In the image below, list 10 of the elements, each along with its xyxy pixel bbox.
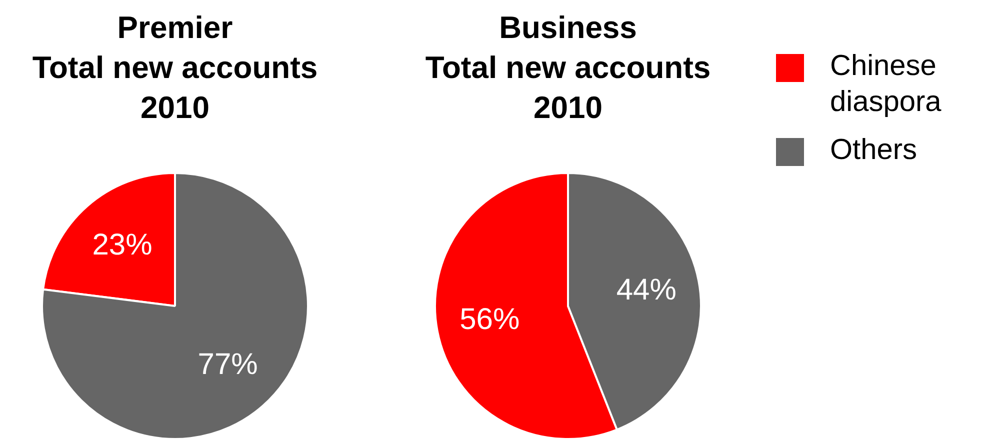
legend-label: Chinese diaspora xyxy=(830,49,942,120)
data-label: 23% xyxy=(92,228,152,262)
data-label: 44% xyxy=(616,273,676,306)
data-label: 56% xyxy=(460,303,520,336)
legend-label: Others xyxy=(830,133,918,168)
chart-title: Premier xyxy=(116,9,234,47)
data-label: 77% xyxy=(198,348,258,382)
chart-subtitle: Total new accounts 2010 xyxy=(31,49,319,127)
chart-title: Business xyxy=(498,9,638,47)
text: Total new accounts 2010 xyxy=(424,49,712,127)
